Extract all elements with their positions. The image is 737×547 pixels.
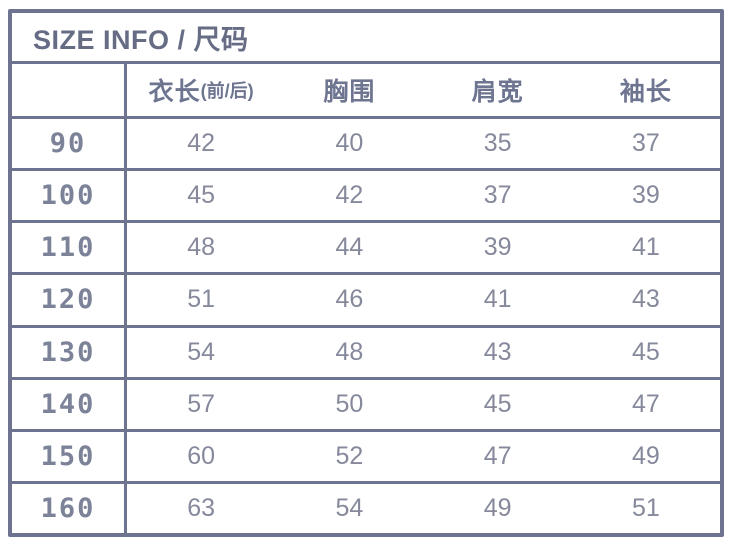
- value-cell: 45: [631, 337, 660, 366]
- value-cell: 42: [187, 129, 216, 158]
- value-cell: 54: [187, 337, 216, 366]
- size-cell: 130: [12, 327, 127, 377]
- table-row: 120 51 46 41 43: [12, 275, 720, 328]
- value-cells: 45 42 37 39: [127, 171, 720, 220]
- column-header: 胸围: [275, 64, 423, 116]
- value-cell: 44: [335, 233, 364, 262]
- value-cell: 46: [335, 285, 364, 314]
- table-header-row: 衣长 (前/后) 胸围 肩宽 袖长: [12, 64, 720, 119]
- size-cell: 120: [12, 275, 127, 325]
- value-cells: 60 52 47 49: [127, 432, 720, 481]
- value-cell: 50: [335, 389, 364, 418]
- value-cell: 41: [483, 285, 512, 314]
- value-cell: 37: [483, 181, 512, 210]
- value-cell: 41: [631, 233, 660, 262]
- value-cell: 40: [335, 129, 364, 158]
- value-cell: 51: [631, 493, 660, 522]
- column-header-label: 衣长: [148, 78, 201, 106]
- table-row: 160 63 54 49 51: [12, 483, 720, 533]
- value-cell: 42: [335, 181, 364, 210]
- size-cell: 100: [12, 171, 127, 221]
- value-cells: 63 54 49 51: [127, 484, 720, 533]
- column-header: 肩宽: [424, 64, 572, 116]
- value-cell: 48: [187, 233, 216, 262]
- value-cell: 54: [335, 493, 364, 522]
- value-cell: 63: [187, 493, 216, 522]
- table-body: 90 42 40 35 37 100 45 42 37 39 110 48 44 39 41 120 51 46 4…: [12, 119, 720, 533]
- value-cell: 45: [483, 389, 512, 418]
- value-cell: 39: [631, 181, 660, 210]
- table-row: 140 57 50 45 47: [12, 379, 720, 432]
- column-header-label: 袖长: [619, 78, 672, 106]
- value-cell: 35: [483, 129, 512, 158]
- value-cell: 43: [483, 337, 512, 366]
- size-cell: 110: [12, 223, 127, 273]
- column-header-label: 胸围: [323, 78, 376, 106]
- size-cell: 160: [12, 483, 127, 533]
- value-cell: 47: [631, 389, 660, 418]
- value-cells: 42 40 35 37: [127, 119, 720, 168]
- value-cell: 51: [187, 285, 216, 314]
- value-cell: 47: [483, 441, 512, 470]
- size-cell: 150: [12, 431, 127, 481]
- size-cell: 90: [12, 119, 127, 169]
- header-corner-cell: [12, 64, 127, 116]
- value-cell: 48: [335, 337, 364, 366]
- column-header-sublabel: (前/后): [200, 81, 254, 101]
- size-chart-table: SIZE INFO / 尺码 衣长 (前/后) 胸围 肩宽 袖长 90 42 40 35 37 1…: [8, 9, 724, 537]
- value-cell: 52: [335, 441, 364, 470]
- column-header: 衣长 (前/后): [127, 64, 275, 116]
- table-title: SIZE INFO / 尺码: [12, 13, 720, 64]
- table-row: 110 48 44 39 41: [12, 223, 720, 276]
- value-cell: 39: [483, 233, 512, 262]
- size-cell: 140: [12, 379, 127, 429]
- table-row: 150 60 52 47 49: [12, 431, 720, 484]
- value-cell: 60: [187, 441, 216, 470]
- value-cell: 45: [187, 181, 216, 210]
- value-cells: 48 44 39 41: [127, 223, 720, 272]
- table-row: 100 45 42 37 39: [12, 171, 720, 224]
- table-row: 130 54 48 43 45: [12, 327, 720, 380]
- value-cell: 57: [187, 389, 216, 418]
- value-cell: 37: [631, 129, 660, 158]
- value-cells: 57 50 45 47: [127, 380, 720, 429]
- table-row: 90 42 40 35 37: [12, 119, 720, 172]
- value-cell: 49: [483, 493, 512, 522]
- value-cells: 51 46 41 43: [127, 275, 720, 324]
- column-header-label: 肩宽: [471, 78, 524, 106]
- column-headers: 衣长 (前/后) 胸围 肩宽 袖长: [127, 64, 720, 116]
- value-cells: 54 48 43 45: [127, 328, 720, 377]
- value-cell: 43: [631, 285, 660, 314]
- column-header: 袖长: [572, 64, 720, 116]
- value-cell: 49: [631, 441, 660, 470]
